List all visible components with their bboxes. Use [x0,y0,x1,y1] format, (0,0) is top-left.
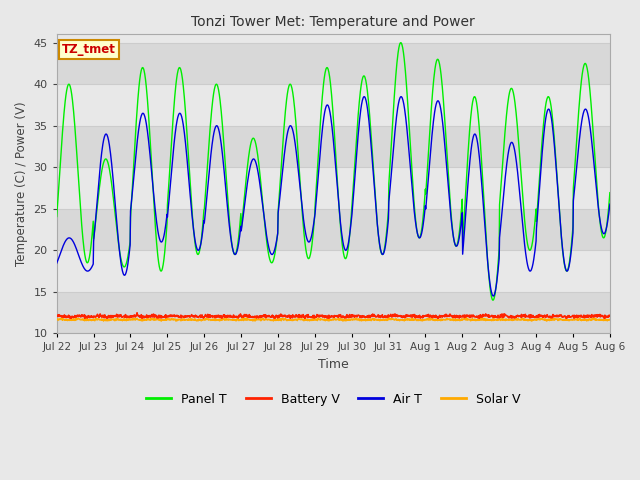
Air T [176,110,184,116]
Panel T [176,65,184,71]
Panel T [489,297,497,303]
Panel T [541,108,548,114]
Battery V [239,313,246,319]
Battery V [177,315,184,321]
Solar V [541,317,548,323]
Legend: Panel T, Battery V, Air T, Solar V: Panel T, Battery V, Air T, Solar V [141,387,525,410]
Solar V [492,316,500,322]
Panel T [238,223,246,228]
Air T [541,121,548,127]
Air T [360,94,368,99]
Air T [492,284,500,290]
Battery V [492,314,500,320]
Solar V [606,317,614,323]
Bar [57,43,610,84]
Battery V [154,316,161,322]
Solar V [420,317,428,323]
Solar V [463,315,470,321]
Bar [57,84,610,126]
Y-axis label: Temperature (C) / Power (V): Temperature (C) / Power (V) [15,102,28,266]
Battery V [53,313,61,319]
Text: TZ_tmet: TZ_tmet [62,43,116,56]
Title: Tonzi Tower Met: Temperature and Power: Tonzi Tower Met: Temperature and Power [191,15,475,29]
Panel T [606,190,614,195]
Solar V [53,316,61,322]
Bar [57,292,610,334]
Air T [490,293,497,299]
Battery V [133,310,141,316]
Air T [420,220,428,226]
Air T [163,218,170,224]
Air T [238,225,246,231]
Battery V [541,312,548,318]
Panel T [163,231,170,237]
Battery V [606,313,614,319]
Panel T [53,214,61,219]
Solar V [163,317,170,323]
Solar V [176,317,184,323]
Panel T [420,211,428,216]
Air T [606,201,614,207]
X-axis label: Time: Time [318,358,349,371]
Bar [57,126,610,167]
Bar [57,209,610,251]
Solar V [238,317,246,323]
Line: Battery V: Battery V [57,313,610,319]
Panel T [397,40,404,46]
Bar [57,251,610,292]
Air T [53,260,61,266]
Line: Panel T: Panel T [57,43,610,300]
Line: Solar V: Solar V [57,318,610,321]
Line: Air T: Air T [57,96,610,296]
Solar V [100,318,108,324]
Bar [57,167,610,209]
Panel T [492,283,500,289]
Battery V [163,313,171,319]
Battery V [420,313,428,319]
